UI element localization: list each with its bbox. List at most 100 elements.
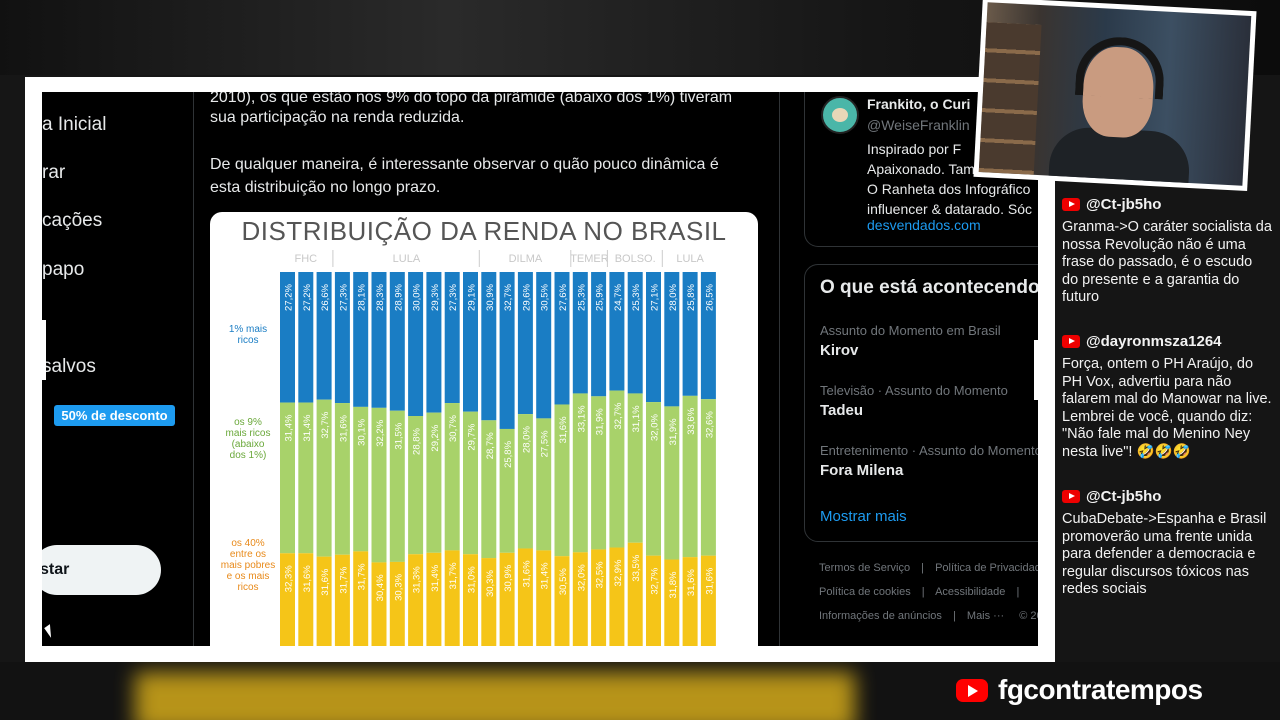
footer-link-accessibility[interactable]: Acessibilidade bbox=[935, 586, 1006, 598]
chart-bar-segment bbox=[627, 393, 643, 543]
chart-period-label: LULA bbox=[676, 253, 704, 265]
scroll-handle-left[interactable] bbox=[38, 320, 46, 380]
chart-period-label: FHC bbox=[294, 253, 317, 265]
footer-separator: | bbox=[1016, 586, 1020, 598]
chart-data-label: 32,7% bbox=[320, 411, 331, 438]
chat-message: @Ct-jb5ho Granma->O caráter socialista d… bbox=[1062, 196, 1272, 307]
chart-bar-segment bbox=[700, 272, 716, 400]
chart-series-label-bottom: mais pobres bbox=[221, 560, 275, 571]
chart-bar-segment bbox=[591, 396, 607, 550]
post-text-line: sua participação na renda reduzida. bbox=[210, 109, 465, 126]
channel-name: fgcontratempos bbox=[998, 674, 1203, 705]
sidebar-item-notifications[interactable]: cações bbox=[42, 210, 103, 231]
chart-bar-segment bbox=[682, 557, 698, 646]
post-image-chart[interactable]: DISTRIBUIÇÃO DA RENDA NO BRASIL FHC LULA DI… bbox=[210, 212, 758, 646]
sidebar-item-bookmarks[interactable]: salvos bbox=[42, 356, 96, 377]
chart-bar-segment bbox=[646, 555, 661, 646]
footer-link-cookies[interactable]: Política de cookies bbox=[819, 586, 911, 598]
chart-series-label-middle: dos 1%) bbox=[230, 450, 267, 461]
chart-bar-segment bbox=[389, 272, 405, 411]
chart-bar-segment bbox=[572, 552, 588, 646]
trend-item-fora-milena[interactable]: Fora Milena bbox=[820, 462, 904, 479]
chart-bar-segment bbox=[280, 402, 295, 554]
chart-data-label: 30,7% bbox=[448, 414, 459, 441]
post-button[interactable]: star bbox=[42, 545, 161, 595]
chart-data-label: 33,6% bbox=[686, 407, 697, 434]
chart-bar-segment bbox=[444, 550, 460, 646]
chart-series-label-top: ricos bbox=[237, 335, 258, 346]
chart-data-label: 29,7% bbox=[467, 423, 478, 450]
footer-separator: | bbox=[921, 586, 925, 598]
chart-data-label: 31,7% bbox=[338, 566, 349, 593]
chart-data-label: 27,2% bbox=[302, 283, 313, 310]
chat-text: CubaDebate->Espanha e Brasil promoverão … bbox=[1062, 511, 1267, 597]
chart-data-label: 30,9% bbox=[503, 564, 514, 591]
trend-item-kirov[interactable]: Kirov bbox=[820, 342, 859, 359]
chart-data-label: 30,9% bbox=[485, 283, 496, 310]
chart-series-label-top: 1% mais bbox=[229, 324, 267, 335]
chart-bar-segment bbox=[627, 272, 643, 394]
profile-card[interactable]: Frankito, o Curi @WeiseFranklin Inspirad… bbox=[804, 92, 1038, 247]
chart-data-label: 30,1% bbox=[357, 418, 368, 445]
chart-bar-segment bbox=[536, 272, 552, 419]
show-more-link[interactable]: Mostrar mais bbox=[820, 508, 907, 525]
chart-bar-segment bbox=[280, 272, 295, 403]
avatar[interactable] bbox=[821, 96, 859, 134]
discount-badge[interactable]: 50% de desconto bbox=[54, 405, 175, 426]
footer-link-terms[interactable]: Termos de Serviço bbox=[819, 562, 911, 574]
chart-data-label: 31,7% bbox=[448, 562, 459, 589]
chart-data-label: 25,8% bbox=[686, 283, 697, 310]
chart-bar-segment bbox=[280, 553, 295, 646]
webcam-feed bbox=[978, 2, 1252, 186]
chart-data-label: 28,9% bbox=[393, 283, 404, 310]
sidebar-item-explore[interactable]: rar bbox=[42, 162, 66, 183]
post-text-line: esta distribuição no longo prazo. bbox=[210, 179, 441, 196]
chart-data-label: 31,5% bbox=[393, 422, 404, 449]
chart-data-label: 29,3% bbox=[430, 283, 441, 310]
chart-bar-segment bbox=[609, 390, 625, 548]
footer-link-more[interactable]: Mais ··· bbox=[966, 610, 1005, 622]
chart-data-label: 27,6% bbox=[558, 283, 569, 310]
youtube-icon bbox=[1062, 335, 1080, 348]
main-feed: 2010), os que estão nos 9% do topo da pi… bbox=[195, 92, 780, 646]
chart-bar-segment bbox=[334, 272, 350, 404]
profile-link[interactable]: desvendados.com bbox=[867, 217, 981, 233]
chart-data-label: 31,0% bbox=[467, 566, 478, 593]
chart-data-label: 32,6% bbox=[704, 411, 715, 438]
chart-bar-segment bbox=[389, 561, 405, 646]
footer-link-ads-info[interactable]: Informações de anúncios bbox=[819, 610, 942, 622]
chart-series-label-middle: os 9% bbox=[234, 417, 262, 428]
chart-bar-segment bbox=[646, 402, 661, 556]
chart-bar-segment bbox=[298, 553, 314, 646]
footer-link-privacy[interactable]: Política de Privacidade bbox=[935, 562, 1038, 574]
chart-data-label: 32,7% bbox=[613, 402, 624, 429]
sidebar-item-home[interactable]: a Inicial bbox=[42, 114, 107, 135]
webcam-overlay bbox=[973, 0, 1257, 192]
chart-series-label-bottom: entre os bbox=[230, 549, 266, 560]
chart-bar-segment bbox=[536, 418, 552, 551]
trend-item-tadeu[interactable]: Tadeu bbox=[820, 402, 864, 419]
chart-data-label: 28,7% bbox=[485, 432, 496, 459]
chart-data-label: 31,4% bbox=[302, 414, 313, 441]
chart-data-label: 31,4% bbox=[540, 562, 551, 589]
chart-series-label-middle: mais ricos bbox=[225, 428, 270, 439]
chart-bar-segment bbox=[444, 403, 460, 551]
chart-bar-segment bbox=[426, 412, 442, 553]
trend-meta: Televisão · Assunto do Momento bbox=[820, 383, 1008, 398]
trends-title: O que está acontecendo bbox=[820, 277, 1038, 298]
chart-data-label: 32,7% bbox=[503, 283, 514, 310]
profile-name[interactable]: Frankito, o Curi bbox=[867, 96, 971, 112]
chart-data-label: 31,6% bbox=[302, 565, 313, 592]
chart-data-label: 28,0% bbox=[521, 426, 532, 453]
sidebar-item-chat[interactable]: papo bbox=[42, 259, 85, 280]
chart-data-label: 31,6% bbox=[686, 569, 697, 596]
chart-data-label: 31,9% bbox=[668, 418, 679, 445]
chart-bar-segment bbox=[554, 404, 570, 557]
chart-bar-segment bbox=[371, 272, 387, 408]
chart-data-label: 31,6% bbox=[558, 416, 569, 443]
chart-bar-segment bbox=[371, 562, 387, 646]
scroll-handle-right[interactable] bbox=[1034, 340, 1042, 400]
chat-message: @dayronmsza1264 Força, ontem o PH Araújo… bbox=[1062, 333, 1272, 461]
headphones-icon bbox=[1074, 34, 1166, 100]
chart-bar-segment bbox=[664, 559, 680, 646]
